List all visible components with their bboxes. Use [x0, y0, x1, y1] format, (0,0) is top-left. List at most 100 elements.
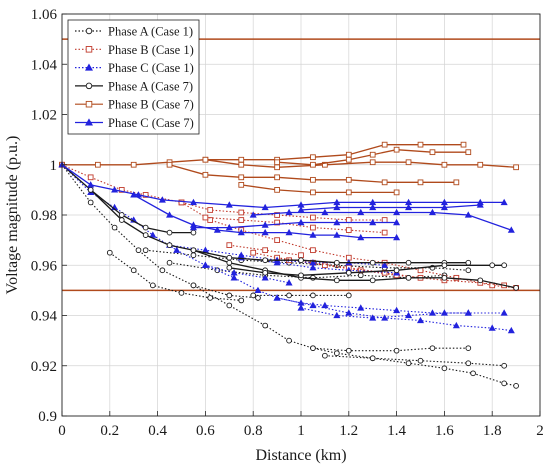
x-axis-title: Distance (km): [255, 447, 346, 464]
data-point: [477, 277, 484, 284]
x-tick-label: 0.6: [196, 423, 215, 439]
data-point: [201, 261, 209, 268]
data-point: [321, 208, 329, 216]
data-point: [441, 274, 448, 281]
data-point: [417, 141, 424, 148]
data-point: [393, 306, 401, 314]
data-point: [405, 203, 413, 211]
series-layer: [58, 141, 519, 389]
data-point: [285, 279, 293, 286]
data-point: [85, 46, 93, 53]
data-point: [369, 151, 376, 158]
data-point: [274, 159, 280, 166]
legend-label: Phase A (Case 7): [108, 79, 193, 93]
data-point: [507, 326, 515, 334]
data-point: [166, 229, 173, 236]
data-point: [345, 151, 352, 158]
data-point: [465, 259, 472, 266]
data-point: [309, 231, 317, 238]
data-point: [286, 337, 292, 344]
data-point: [130, 161, 137, 168]
data-point: [94, 161, 101, 168]
data-point: [334, 350, 340, 357]
data-point: [310, 292, 316, 299]
data-point: [381, 314, 389, 321]
legend-item: Phase B (Case 7): [75, 98, 194, 112]
y-tick-label: 0.92: [31, 359, 57, 375]
data-point: [345, 227, 352, 233]
y-tick-label: 0.94: [31, 309, 58, 325]
data-point: [190, 247, 197, 254]
data-point: [405, 311, 413, 319]
data-point: [501, 380, 508, 387]
data-point: [345, 292, 352, 299]
data-point: [465, 267, 472, 274]
x-tick-label: 1: [297, 423, 305, 439]
x-tick-label: 1.2: [339, 423, 358, 439]
x-tick-label: 2: [536, 423, 544, 439]
data-point: [189, 198, 197, 206]
data-point: [381, 179, 388, 186]
series-4: [59, 161, 519, 291]
data-point: [513, 383, 519, 389]
data-point: [87, 174, 94, 181]
data-point: [261, 203, 269, 211]
data-point: [190, 252, 197, 259]
data-point: [142, 224, 149, 231]
data-point: [262, 247, 269, 254]
series-line: [61, 164, 259, 299]
data-point: [452, 321, 460, 329]
data-point: [417, 357, 424, 364]
data-point: [489, 262, 496, 269]
series-line: [300, 204, 481, 211]
series-1: [59, 161, 519, 389]
data-point: [111, 224, 118, 231]
data-point: [213, 226, 221, 233]
data-point: [460, 141, 467, 148]
data-point: [310, 161, 316, 168]
x-tick-label: 0: [58, 423, 66, 439]
x-tick-label: 0.8: [244, 423, 263, 439]
data-point: [85, 27, 93, 35]
data-point: [285, 208, 293, 216]
data-point: [273, 294, 281, 301]
data-point: [238, 181, 245, 188]
data-point: [345, 269, 352, 276]
data-point: [118, 187, 125, 193]
data-point: [441, 365, 448, 372]
data-point: [202, 156, 209, 163]
data-point: [166, 259, 173, 266]
data-point: [345, 309, 353, 316]
series-line: [276, 297, 512, 332]
data-point: [333, 311, 341, 319]
data-point: [238, 297, 245, 304]
series-line: [229, 264, 505, 276]
data-point: [381, 261, 389, 268]
data-point: [477, 161, 484, 168]
data-point: [369, 277, 376, 284]
data-point: [274, 237, 280, 243]
data-point: [357, 208, 365, 216]
data-point: [297, 304, 305, 311]
y-tick-label: 0.98: [31, 208, 57, 224]
data-point: [85, 118, 93, 126]
data-point: [230, 274, 238, 281]
data-point: [321, 301, 329, 309]
data-point: [87, 199, 94, 206]
data-point: [334, 259, 340, 266]
data-point: [310, 189, 316, 196]
data-point: [207, 295, 214, 301]
data-point: [453, 179, 460, 186]
data-point: [274, 219, 280, 226]
data-point: [464, 211, 472, 218]
data-point: [429, 345, 436, 352]
data-point: [417, 179, 424, 186]
data-point: [87, 181, 95, 188]
data-point: [226, 242, 233, 249]
data-point: [345, 189, 352, 196]
data-point: [310, 214, 316, 221]
data-point: [142, 232, 149, 238]
data-point: [465, 360, 472, 367]
data-point: [310, 247, 316, 254]
data-point: [345, 156, 352, 163]
